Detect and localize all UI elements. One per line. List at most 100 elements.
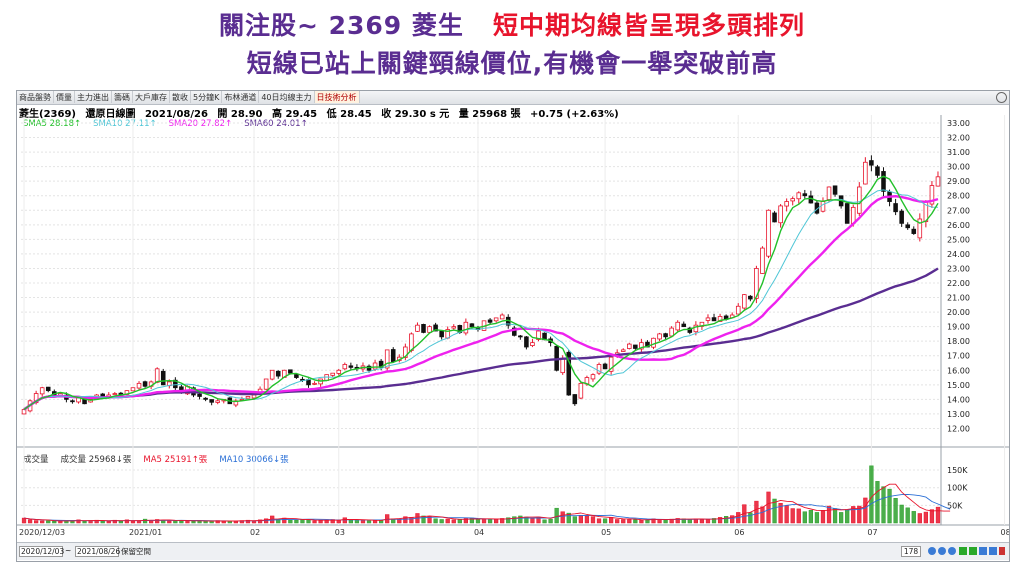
zoom-in-icon[interactable] [928, 547, 936, 555]
volume-legend-item-1: 成交量 25968↓張 [60, 455, 132, 465]
candle-body [173, 379, 178, 389]
candle-body [893, 203, 898, 213]
sma-legend: SMA5 28.18↑ SMA10 27.11↑ SMA20 27.82↑ SMA60… [23, 119, 320, 130]
quote-change: +0.75 (+2.63%) [530, 109, 619, 120]
volume-bar [360, 519, 366, 524]
volume-bar [639, 519, 644, 524]
tab-7[interactable]: 布林通道 [222, 91, 260, 103]
toolbar-icons[interactable] [927, 546, 1005, 556]
volume-legend-item-0: 成交量 [23, 455, 49, 465]
price-tick-label: 14.00 [947, 395, 970, 404]
tab-5[interactable]: 散收 [170, 91, 191, 103]
sma60-line [23, 267, 939, 411]
candle-body [439, 331, 444, 338]
tab-8[interactable]: 40日均線主力 [259, 91, 315, 103]
volume-bar [136, 520, 142, 524]
volume-bar [21, 517, 27, 524]
candle-body [209, 399, 214, 403]
volume-bar [699, 519, 705, 524]
candle-body [39, 387, 45, 395]
price-tick-label: 32.00 [947, 134, 970, 143]
candle-body [245, 396, 251, 399]
candle-body [602, 363, 608, 370]
date-from-select[interactable]: 2020/12/03 [19, 546, 65, 557]
date-to-select[interactable]: 2021/08/26 [75, 546, 121, 557]
candle-body [826, 186, 832, 200]
volume-bar [675, 518, 680, 524]
add-icon[interactable] [959, 547, 967, 555]
volume-bar [348, 519, 353, 524]
volume-bar [596, 518, 602, 524]
tab-1[interactable]: 價量 [54, 91, 75, 103]
candle-body [802, 193, 808, 197]
price-tick-label: 30.00 [947, 163, 970, 172]
volume-bar [342, 517, 347, 524]
tab-0[interactable]: 商品盤勢 [17, 91, 54, 103]
candle-body [366, 365, 372, 371]
candle-body [251, 394, 257, 399]
close-icon[interactable] [999, 547, 1005, 555]
sma5-line [23, 175, 939, 411]
tab-2[interactable]: 主力進出 [75, 91, 112, 103]
candle-body [778, 205, 783, 224]
volume-bar [106, 520, 111, 524]
tab-4[interactable]: 大戶庫存 [133, 91, 170, 103]
volume-bar [839, 512, 844, 524]
candle-body [421, 324, 426, 333]
zoom-icon[interactable] [996, 92, 1007, 103]
tab-3[interactable]: 籌碼 [112, 91, 133, 103]
candle-body [390, 349, 396, 362]
volume-bar [554, 507, 559, 524]
volume-bar [911, 511, 916, 524]
volume-bar [173, 520, 178, 524]
volume-bar [790, 508, 795, 524]
volume-bar [893, 498, 898, 524]
toolbar-icons-svg[interactable] [927, 546, 1005, 556]
candle-body [754, 268, 759, 299]
chart-mode[interactable]: 還原日線圖 [85, 109, 136, 120]
sma-legend-item-3: SMA60 24.01↑ [244, 119, 308, 129]
volume-bar [615, 519, 620, 524]
candle-body [784, 201, 789, 207]
tab-6[interactable]: 5分鐘K [191, 91, 223, 103]
volume-bar [857, 505, 862, 524]
candle-body [263, 378, 269, 390]
keep-space-label[interactable]: 保留空間 [121, 547, 151, 556]
candle-body [687, 327, 693, 333]
volume-bar [130, 520, 136, 524]
volume-bar [717, 517, 723, 524]
volume-bar [288, 519, 293, 524]
move-right-icon[interactable] [989, 547, 997, 555]
headline-line2: 短線已站上關鍵頸線價位,有機會一舉突破前高 [246, 49, 778, 78]
candle-body [142, 381, 148, 387]
candle-body [215, 400, 220, 403]
volume-bar [881, 486, 886, 524]
minus-icon[interactable] [969, 547, 977, 555]
candle-body [112, 393, 118, 395]
volume-bar [463, 518, 468, 524]
tab-9[interactable]: 日技術分析 [314, 91, 360, 103]
range-tilde: ~ [65, 546, 72, 555]
zoom-out-icon[interactable] [938, 547, 946, 555]
candle-body [633, 344, 638, 349]
candle-body [463, 321, 469, 334]
help-icon[interactable] [948, 547, 956, 555]
volume-ma5-line [23, 483, 951, 522]
candle-body [536, 330, 541, 340]
candle-body [342, 364, 348, 370]
candle-body [669, 327, 674, 337]
price-tick-label: 20.00 [947, 308, 970, 317]
price-tick-label: 28.00 [947, 192, 970, 201]
candle-body [735, 305, 741, 315]
volume-bar [379, 520, 384, 524]
quote-info-bar: 菱生(2369) 還原日線圖 2021/08/26 開 28.90 高 29.4… [19, 105, 1007, 120]
move-left-icon[interactable] [979, 547, 987, 555]
volume-bar [506, 517, 511, 524]
candle-body [748, 295, 753, 300]
volume-bar [366, 520, 372, 524]
candle-body [693, 324, 699, 333]
volume-bar [512, 516, 517, 524]
price-tick-label: 31.00 [947, 148, 970, 157]
volume-bar [457, 519, 462, 524]
candle-body [620, 349, 626, 352]
